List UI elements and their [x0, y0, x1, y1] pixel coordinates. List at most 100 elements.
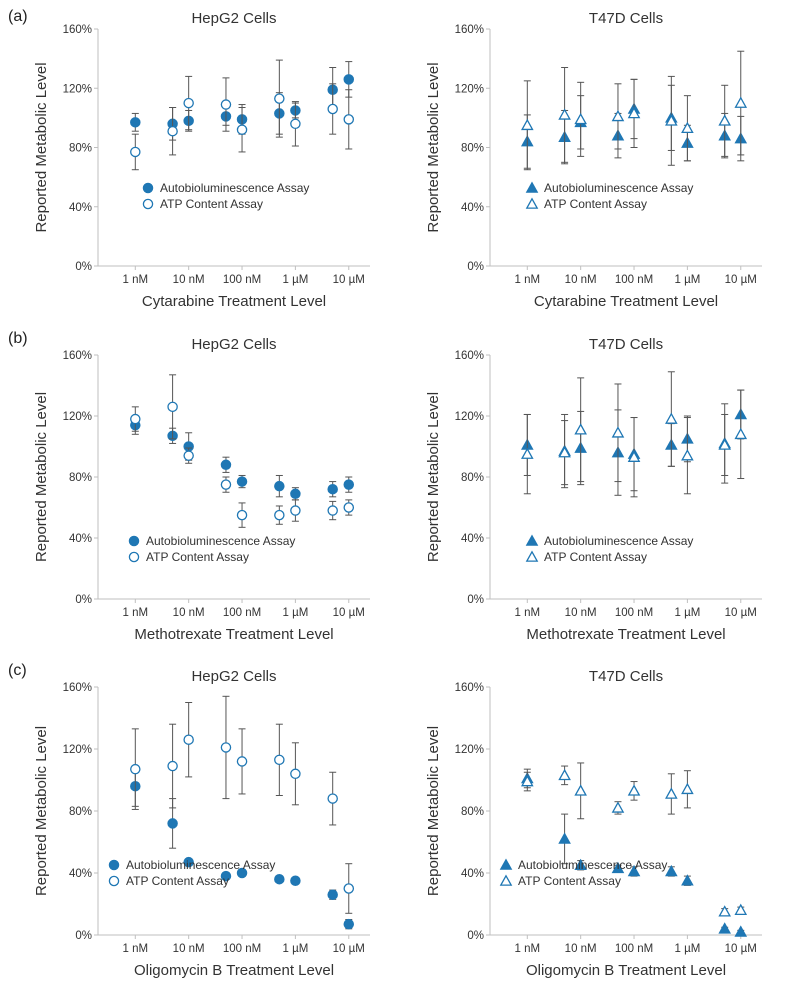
chart-title: HepG2 Cells [191, 668, 276, 685]
data-point [718, 114, 732, 126]
data-point [130, 763, 141, 775]
data-point [130, 146, 141, 158]
panel-label-a: (a) [8, 8, 28, 25]
data-point [274, 509, 285, 521]
y-tick-label: 40% [69, 202, 92, 214]
panel-label-c: (c) [8, 662, 27, 679]
data-point [183, 856, 194, 868]
chart-title: HepG2 Cells [191, 336, 276, 353]
data-point [274, 754, 285, 766]
data-point [327, 483, 338, 495]
x-tick-label: 1 µM [282, 274, 308, 286]
legend-marker [499, 874, 513, 886]
y-tick-label: 120% [63, 83, 92, 95]
data-point [718, 922, 732, 934]
legend-marker [525, 550, 539, 562]
x-tick-label: 10 nM [173, 943, 205, 955]
legend: Autobioluminescence Assay ATP Content Ass… [108, 858, 275, 888]
data-point [130, 413, 141, 425]
legend-label: ATP Content Assay [160, 197, 263, 211]
chart-title: T47D Cells [589, 336, 663, 353]
data-point [167, 401, 178, 413]
chart-title: HepG2 Cells [191, 10, 276, 27]
data-point [681, 449, 694, 461]
data-point [681, 121, 694, 134]
data-point [183, 97, 194, 109]
y-tick-label: 160% [455, 24, 484, 36]
x-tick-label: 100 nM [615, 607, 653, 619]
data-point [343, 883, 355, 894]
y-tick-label: 160% [455, 350, 484, 362]
data-point [167, 760, 178, 772]
data-point [290, 488, 301, 500]
y-tick-label: 120% [455, 744, 484, 756]
data-point [611, 801, 625, 813]
data-point [627, 450, 641, 462]
y-tick-label: 160% [63, 350, 92, 362]
x-axis-label: Cytarabine Treatment Level [142, 293, 326, 310]
data-point [627, 106, 641, 119]
chart-5: HepG2 Cells 0% 40% 80% 120% 160% 1 nM 10 nM 100 … [33, 668, 370, 979]
y-tick-label: 80% [69, 806, 92, 818]
legend-marker [142, 198, 154, 210]
y-tick-label: 160% [63, 24, 92, 36]
x-axis-label: Cytarabine Treatment Level [534, 293, 718, 310]
x-tick-label: 1 nM [515, 943, 541, 955]
y-tick-label: 40% [461, 868, 484, 880]
data-point [665, 114, 678, 126]
data-point [520, 447, 534, 459]
data-point [665, 412, 678, 424]
x-axis-label: Methotrexate Treatment Level [526, 626, 725, 643]
y-tick-label: 40% [69, 533, 92, 545]
y-tick-label: 120% [455, 83, 484, 95]
x-tick-label: 100 nM [615, 274, 653, 286]
data-point [290, 118, 301, 130]
x-tick-label: 1 nM [123, 607, 149, 619]
data-point [574, 423, 587, 435]
y-tick-label: 40% [461, 533, 484, 545]
x-tick-label: 10 µM [725, 274, 757, 286]
data-point [718, 905, 732, 917]
x-tick-label: 10 nM [173, 607, 205, 619]
legend: Autobioluminescence Assay ATP Content Ass… [142, 181, 309, 211]
y-tick-label: 40% [461, 202, 484, 214]
y-tick-label: 120% [455, 411, 484, 423]
y-tick-label: 0% [75, 594, 92, 606]
data-point [343, 479, 355, 490]
x-tick-label: 1 nM [123, 274, 149, 286]
series-1 [130, 415, 355, 501]
y-axis-label: Reported Metabolic Level [425, 62, 442, 232]
series-2 [130, 374, 355, 528]
data-point [558, 832, 571, 844]
data-point [167, 818, 178, 829]
data-point [220, 459, 232, 471]
x-tick-label: 1 µM [674, 607, 700, 619]
data-point [520, 118, 534, 131]
series-2 [130, 695, 355, 914]
data-point [130, 117, 141, 128]
data-point [236, 867, 248, 879]
data-point [343, 114, 355, 125]
series-2 [520, 371, 748, 498]
y-tick-label: 40% [69, 868, 92, 880]
data-point [734, 925, 748, 937]
series-2 [520, 50, 748, 171]
chart-6: T47D Cells 0% 40% 80% 120% 160% 1 nM 10 nM 100 n… [425, 668, 762, 979]
data-point [558, 446, 571, 458]
legend-marker [499, 858, 513, 870]
x-tick-label: 10 nM [173, 274, 205, 286]
x-tick-label: 1 µM [674, 943, 700, 955]
data-point [220, 479, 232, 490]
data-point [611, 426, 625, 438]
legend-label: Autobioluminescence Assay [160, 181, 309, 195]
legend-label: ATP Content Assay [518, 874, 621, 888]
y-tick-label: 0% [75, 930, 92, 942]
data-point [574, 784, 587, 796]
legend: Autobioluminescence Assay ATP Content Ass… [128, 534, 295, 564]
chart-1: HepG2 Cells 0% 40% 80% 120% 160% 1 nM 10 nM 100 … [33, 10, 370, 310]
chart-3: HepG2 Cells 0% 40% 80% 120% 160% 1 nM 10 nM 100 … [33, 336, 370, 643]
data-point [574, 858, 587, 871]
series-2 [520, 762, 748, 917]
y-tick-label: 120% [63, 411, 92, 423]
legend-marker [142, 182, 154, 194]
